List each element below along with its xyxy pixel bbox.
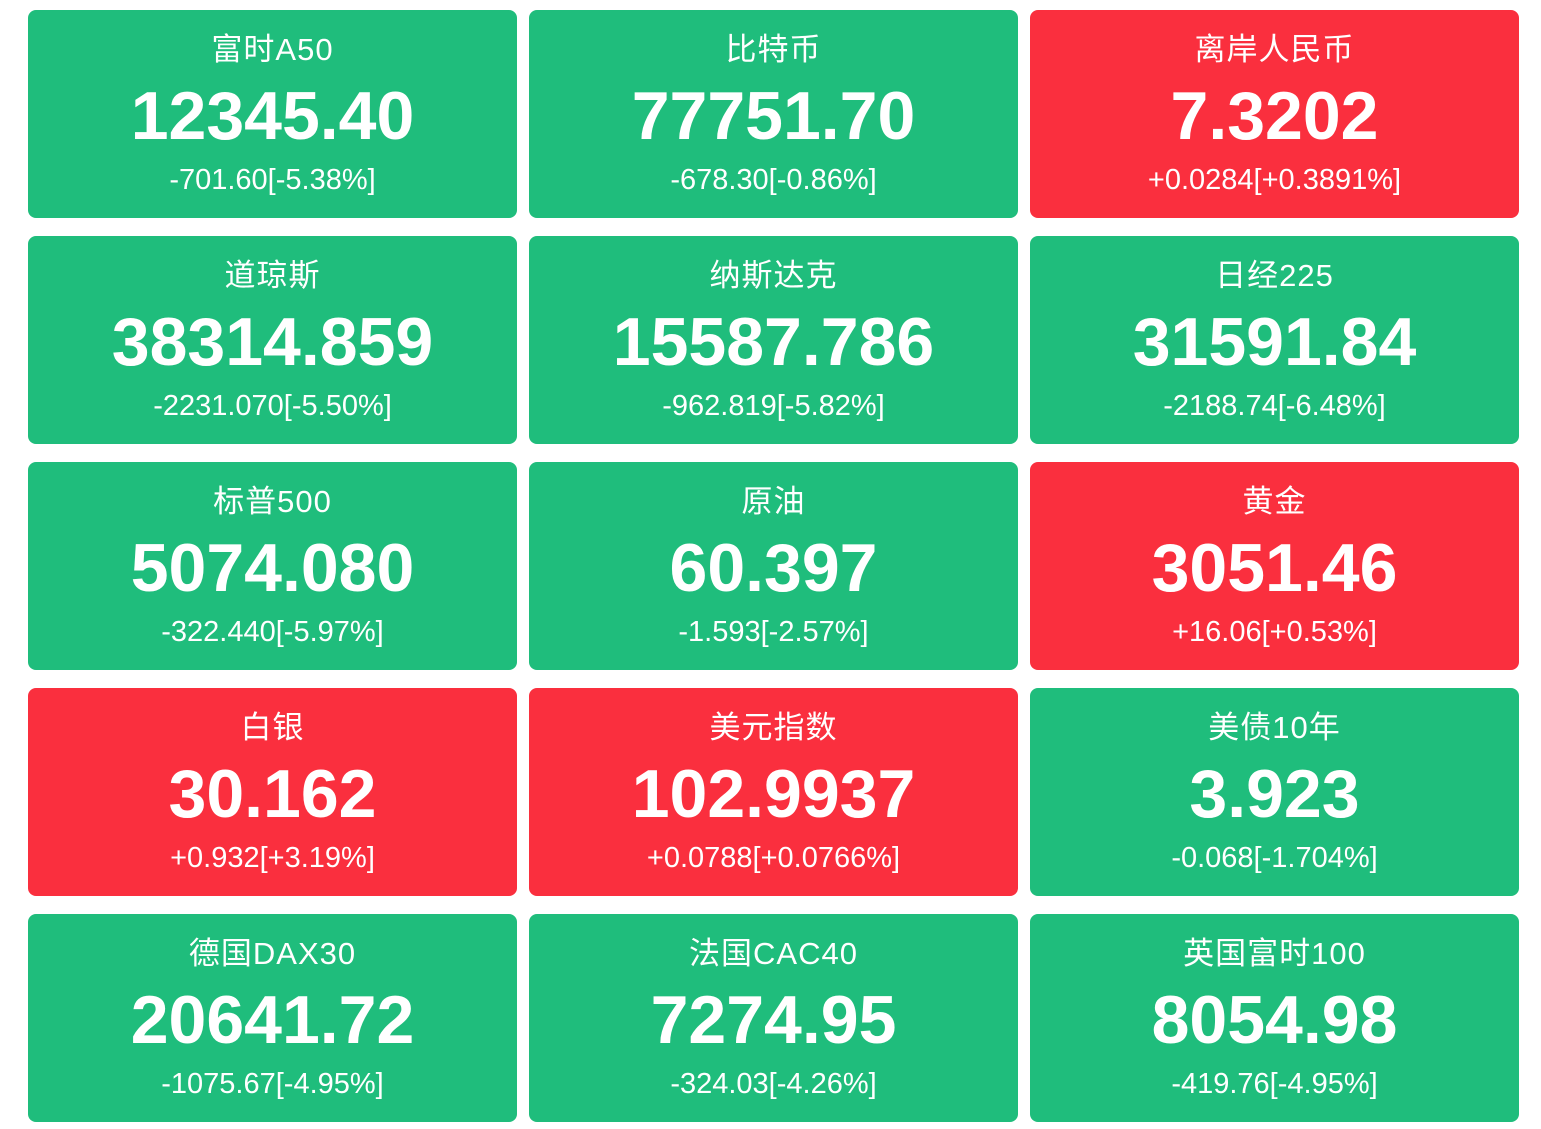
instrument-price: 60.397 (669, 530, 878, 606)
instrument-price: 3051.46 (1151, 530, 1398, 606)
instrument-change: +0.0284[+0.3891%] (1147, 164, 1402, 196)
instrument-price: 7274.95 (650, 982, 897, 1058)
instrument-change: +0.0788[+0.0766%] (646, 842, 901, 874)
instrument-price: 3.923 (1189, 756, 1360, 832)
market-tile-8[interactable]: 原油 60.397 -1.593[-2.57%] (529, 462, 1018, 670)
market-tile-10[interactable]: 白银 30.162 +0.932[+3.19%] (28, 688, 517, 896)
market-tile-12[interactable]: 美债10年 3.923 -0.068[-1.704%] (1030, 688, 1519, 896)
instrument-price: 30.162 (168, 756, 377, 832)
instrument-price: 15587.786 (612, 304, 935, 380)
instrument-change: -419.76[-4.95%] (1171, 1068, 1378, 1100)
instrument-change: -678.30[-0.86%] (670, 164, 877, 196)
market-tile-15[interactable]: 英国富时100 8054.98 -419.76[-4.95%] (1030, 914, 1519, 1122)
market-tile-7[interactable]: 标普500 5074.080 -322.440[-5.97%] (28, 462, 517, 670)
instrument-name: 道琼斯 (224, 258, 321, 293)
market-tile-13[interactable]: 德国DAX30 20641.72 -1075.67[-4.95%] (28, 914, 517, 1122)
instrument-change: +0.932[+3.19%] (170, 842, 375, 874)
instrument-name: 白银 (240, 710, 305, 745)
instrument-name: 美债10年 (1208, 710, 1341, 745)
instrument-price: 31591.84 (1132, 304, 1417, 380)
instrument-name: 离岸人民币 (1194, 32, 1355, 67)
instrument-change: -322.440[-5.97%] (161, 616, 384, 648)
instrument-price: 7.3202 (1170, 78, 1379, 154)
instrument-name: 德国DAX30 (188, 936, 357, 971)
market-tile-5[interactable]: 纳斯达克 15587.786 -962.819[-5.82%] (529, 236, 1018, 444)
market-tile-2[interactable]: 比特币 77751.70 -678.30[-0.86%] (529, 10, 1018, 218)
instrument-name: 英国富时100 (1183, 936, 1366, 971)
instrument-price: 12345.40 (130, 78, 415, 154)
instrument-change: -1075.67[-4.95%] (161, 1068, 384, 1100)
instrument-name: 法国CAC40 (689, 936, 858, 971)
instrument-change: -2188.74[-6.48%] (1163, 390, 1386, 422)
instrument-price: 8054.98 (1151, 982, 1398, 1058)
instrument-change: -324.03[-4.26%] (670, 1068, 877, 1100)
instrument-change: -0.068[-1.704%] (1171, 842, 1378, 874)
market-tile-14[interactable]: 法国CAC40 7274.95 -324.03[-4.26%] (529, 914, 1018, 1122)
market-tile-1[interactable]: 富时A50 12345.40 -701.60[-5.38%] (28, 10, 517, 218)
instrument-name: 纳斯达克 (709, 258, 838, 293)
instrument-change: -2231.070[-5.50%] (153, 390, 392, 422)
market-tile-11[interactable]: 美元指数 102.9937 +0.0788[+0.0766%] (529, 688, 1018, 896)
instrument-price: 77751.70 (631, 78, 916, 154)
instrument-name: 比特币 (725, 32, 822, 67)
instrument-change: -962.819[-5.82%] (662, 390, 885, 422)
market-tile-3[interactable]: 离岸人民币 7.3202 +0.0284[+0.3891%] (1030, 10, 1519, 218)
instrument-name: 黄金 (1242, 484, 1307, 519)
instrument-change: -701.60[-5.38%] (169, 164, 376, 196)
instrument-price: 20641.72 (130, 982, 415, 1058)
instrument-change: +16.06[+0.53%] (1172, 616, 1377, 648)
instrument-name: 原油 (741, 484, 806, 519)
instrument-name: 标普500 (213, 484, 332, 519)
instrument-change: -1.593[-2.57%] (678, 616, 869, 648)
instrument-price: 5074.080 (130, 530, 415, 606)
instrument-name: 富时A50 (211, 32, 334, 67)
market-tile-9[interactable]: 黄金 3051.46 +16.06[+0.53%] (1030, 462, 1519, 670)
instrument-name: 美元指数 (709, 710, 838, 745)
market-tile-4[interactable]: 道琼斯 38314.859 -2231.070[-5.50%] (28, 236, 517, 444)
market-tile-6[interactable]: 日经225 31591.84 -2188.74[-6.48%] (1030, 236, 1519, 444)
instrument-price: 38314.859 (111, 304, 434, 380)
instrument-name: 日经225 (1215, 258, 1334, 293)
instrument-price: 102.9937 (631, 756, 916, 832)
